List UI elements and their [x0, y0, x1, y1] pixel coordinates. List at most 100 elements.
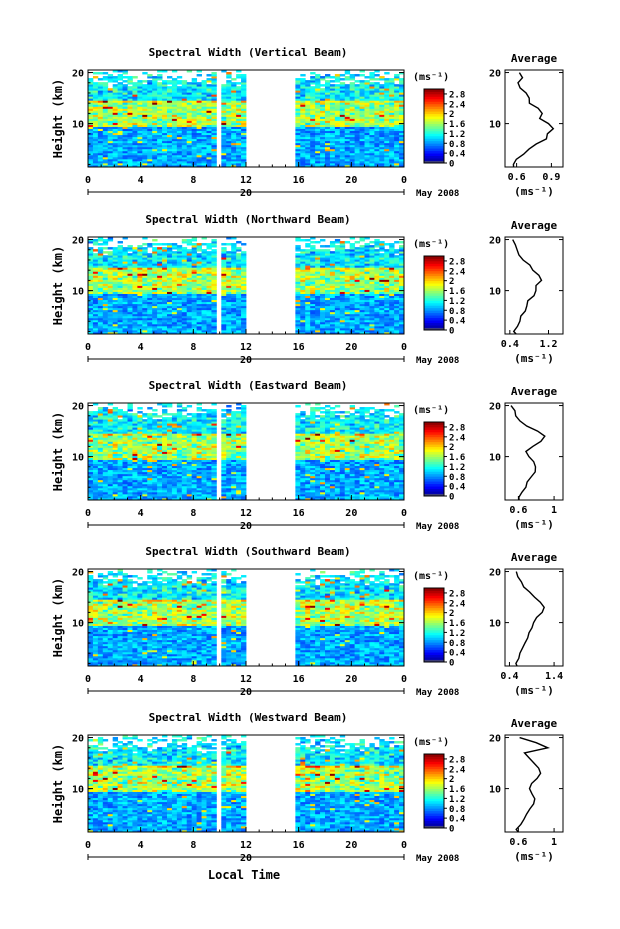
colorbar-tick-label: 1.2: [449, 629, 465, 639]
x-tick-label: 16: [293, 840, 305, 851]
colorbar-frame: [423, 255, 445, 331]
avg-x-label: (ms⁻¹): [514, 850, 554, 863]
heatmap-image: [88, 403, 405, 501]
colorbar-tick-label: 2: [449, 277, 454, 287]
heatmap-image: [88, 735, 405, 833]
y-tick-label: 20: [72, 402, 84, 413]
colorbar-tick-label: 2: [449, 443, 454, 453]
colorbar-tick-label: 1.2: [449, 795, 465, 805]
average-line: [515, 736, 551, 833]
colorbar: [423, 421, 447, 497]
colorbar-tick-label: 2.4: [449, 433, 466, 443]
avg-x-label: (ms⁻¹): [514, 518, 554, 531]
colorbar-tick-label: 0: [449, 659, 454, 669]
x-tick-label: 16: [293, 342, 305, 353]
x-tick-label: 20: [345, 342, 357, 353]
x-tick-label: 4: [138, 342, 144, 353]
x-tick-label: 0: [401, 674, 407, 685]
avg-y-tick-label: 20: [489, 734, 501, 745]
average-profile: Average 10 20 0.6 0.9 (ms⁻¹): [489, 52, 564, 198]
panel-title: Spectral Width (Westward Beam): [149, 711, 348, 724]
x-tick-label: 8: [190, 674, 196, 685]
average-title: Average: [511, 52, 558, 65]
colorbar-tick-label: 2.4: [449, 765, 466, 775]
panel-2: Spectral Width (Northward Beam) Height (k…: [51, 213, 564, 366]
average-profile: Average 10 20 0.4 1.4 (ms⁻¹): [489, 551, 564, 697]
x-tick-label: 0: [85, 175, 91, 186]
colorbar-tick-label: 0.8: [449, 140, 465, 150]
colorbar-tick-label: 0.4: [449, 150, 466, 160]
avg-x-tick-label: 0.9: [542, 172, 560, 183]
avg-x-tick-label: 1.4: [545, 671, 563, 682]
x-tick-label: 8: [190, 840, 196, 851]
x-tick-label: 16: [293, 175, 305, 186]
colorbar-tick-label: 0: [449, 327, 454, 337]
avg-x-tick-label: 0.6: [509, 505, 527, 516]
colorbar-frame: [423, 587, 445, 663]
avg-x-label: (ms⁻¹): [514, 684, 554, 697]
x-tick-label: 20: [345, 175, 357, 186]
colorbar-tick-label: 0: [449, 825, 454, 835]
average-frame: [504, 236, 564, 335]
x-tick-label: 20: [345, 508, 357, 519]
colorbar-tick-label: 1.6: [449, 453, 465, 463]
day-label: 20: [240, 687, 252, 698]
x-tick-label: 4: [138, 674, 144, 685]
colorbar-tick-label: 1.6: [449, 785, 465, 795]
colorbar-tick-label: 1.6: [449, 287, 465, 297]
colorbar-tick-label: 0.8: [449, 473, 465, 483]
avg-x-tick-label: 0.4: [501, 339, 519, 350]
heatmap-image: [88, 569, 405, 667]
colorbar-tick-label: 2.8: [449, 257, 465, 267]
colorbar-tick-label: 2: [449, 110, 454, 120]
date-label: May 2008: [416, 854, 459, 864]
average-line: [512, 239, 543, 335]
date-label: May 2008: [416, 189, 459, 199]
panel-title: Spectral Width (Eastward Beam): [149, 379, 348, 392]
panel-title: Spectral Width (Southward Beam): [145, 545, 350, 558]
day-label: 20: [240, 521, 252, 532]
average-profile: Average 10 20 0.6 1 (ms⁻¹): [489, 385, 564, 531]
y-tick-label: 10: [72, 453, 84, 464]
x-axis-label: Local Time: [208, 868, 280, 882]
colorbar-tick-label: 0.8: [449, 805, 465, 815]
x-tick-label: 8: [190, 342, 196, 353]
colorbar: [423, 255, 447, 331]
x-tick-label: 0: [401, 840, 407, 851]
y-tick-label: 20: [72, 69, 84, 80]
average-title: Average: [511, 385, 558, 398]
colorbar-tick-label: 0.8: [449, 639, 465, 649]
x-tick-label: 12: [240, 175, 252, 186]
x-tick-label: 0: [401, 342, 407, 353]
heatmap-image: [88, 237, 405, 335]
avg-x-tick-label: 1: [551, 837, 557, 848]
panel-title: Spectral Width (Northward Beam): [145, 213, 350, 226]
y-axis-label: Height (km): [51, 79, 65, 158]
x-tick-label: 0: [85, 840, 91, 851]
average-title: Average: [511, 219, 558, 232]
colorbar-tick-label: 2.8: [449, 755, 465, 765]
avg-y-tick-label: 10: [489, 785, 501, 796]
y-tick-label: 20: [72, 734, 84, 745]
x-tick-label: 0: [85, 674, 91, 685]
y-axis-label: Height (km): [51, 744, 65, 823]
avg-x-tick-label: 0.4: [500, 671, 518, 682]
y-tick-label: 10: [72, 785, 84, 796]
colorbar-tick-label: 0: [449, 493, 454, 503]
average-line: [515, 571, 545, 667]
colorbar-tick-label: 2.8: [449, 589, 465, 599]
x-tick-label: 4: [138, 175, 144, 186]
average-line: [512, 72, 555, 168]
x-tick-label: 0: [85, 508, 91, 519]
day-label: 20: [240, 355, 252, 366]
colorbar-unit-label: (ms⁻¹): [413, 405, 449, 416]
colorbar-frame: [423, 421, 445, 497]
x-tick-label: 12: [240, 508, 252, 519]
colorbar-tick-label: 1.2: [449, 130, 465, 140]
colorbar-unit-label: (ms⁻¹): [413, 737, 449, 748]
average-line: [510, 405, 546, 501]
x-tick-label: 16: [293, 508, 305, 519]
colorbar-tick-label: 1.2: [449, 297, 465, 307]
colorbar-tick-label: 2.4: [449, 100, 466, 110]
